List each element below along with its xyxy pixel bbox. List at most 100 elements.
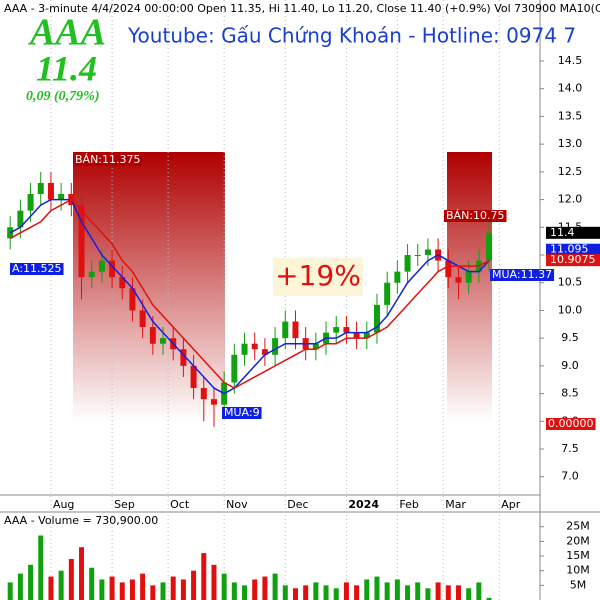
y-tick-label: 10.0 [558,303,583,316]
volume-bar [28,564,34,600]
price-label-box [546,226,600,239]
volume-bar [119,582,125,600]
x-tick-label: Aug [53,498,74,511]
candle-body [98,260,105,272]
candle-body [119,277,126,289]
annotation-box [73,154,143,166]
volume-bar [405,585,411,600]
moving-average [9,198,490,389]
candle-body [394,271,401,283]
candle-body [109,260,116,278]
price: 11.4 [36,48,97,88]
candle-body [363,332,370,339]
annotation-box [490,269,555,281]
sell-zone [73,152,225,422]
candle-body [139,310,146,328]
volume-bar [323,585,329,600]
volume-bar [313,582,319,600]
volume-bar [191,570,197,600]
annotation: MUA:9 [224,406,260,419]
candle-body [17,210,24,228]
candle-body [180,349,187,366]
candle-body [465,271,472,283]
candle-body [88,271,95,278]
candle-body [47,182,54,200]
candle-body [200,388,207,400]
annotation: BÁN:10.75 [446,209,505,222]
volume-bar [466,588,472,600]
annotation: A:11.525 [12,262,62,275]
volume-bar [262,576,268,600]
candle-body [190,365,197,389]
moving-average [9,198,490,395]
y-tick-label: 13.0 [558,137,583,150]
x-tick-label: Dec [287,498,308,511]
price-label: 11.095 [550,243,589,256]
volume-bar [170,576,176,600]
volume-bar [374,576,380,600]
y-tick-label: 14.0 [558,82,583,95]
gain-box [273,258,363,296]
y-tick-label: 13.5 [558,109,583,122]
volume-bar [242,585,248,600]
x-tick-label: 2024 [348,498,379,511]
candle-body [272,338,279,355]
volume-bar [333,588,339,600]
volume-bar [201,553,207,600]
candle-body [424,249,431,255]
candle-body [333,327,340,333]
annotation-box [10,263,64,275]
candle-body [384,282,391,305]
sell-zone [447,152,492,422]
annotation: 0.00000 [548,417,594,430]
ticker: AAA [28,12,106,54]
y-tick-label: 9.5 [561,331,579,344]
volume-bar [384,582,390,600]
volume-bar [109,576,115,600]
y-tick-label: 8.5 [561,387,579,400]
volume-bar [252,579,258,600]
banner: Youtube: Gấu Chứng Khoán - Hotline: 0974… [127,24,576,48]
volume-bar [343,582,349,600]
candle-body [27,194,34,211]
volume-bar [150,585,156,600]
candle-body [37,182,44,195]
candle-body [149,327,156,344]
volume-bar [364,579,370,600]
volume-bar [303,585,309,600]
header: AAA - 3-minute 4/4/2024 00:00:00 Open 11… [4,2,600,15]
volume-bar [180,579,186,600]
gain-label: +19% [275,259,361,292]
volume-bar [140,573,146,600]
volume-bar [89,567,95,600]
volume-bar [354,585,360,600]
candle-body [486,232,493,261]
volume-bar [435,582,441,600]
x-tick-label: Nov [226,498,248,511]
volume-bar [292,588,298,600]
candle-body [343,327,350,333]
candle-body [414,255,421,256]
annotation-box [222,407,262,419]
candle-body [78,205,85,278]
volume-bar [415,582,421,600]
y-tick-label: 12.0 [558,193,583,206]
candle-body [455,277,462,283]
volume-bar [7,582,13,600]
annotation-box [444,210,507,222]
price-label: 11.4 [550,226,575,239]
change: 0,09 (0,79%) [26,89,100,104]
x-tick-label: Oct [170,498,190,511]
x-tick-label: Feb [399,498,418,511]
candle-body [292,321,299,339]
y-tick-label: 14.5 [558,54,583,67]
volume-bar [129,579,135,600]
price-label: 10.9075 [550,253,596,266]
candle-body [404,255,411,272]
candle-body [160,338,167,344]
candle-body [312,343,319,350]
y-tick-label: 12.5 [558,165,583,178]
candle-body [261,349,268,355]
y-tick-label: 5M [570,578,587,591]
volume-bar [79,547,85,600]
